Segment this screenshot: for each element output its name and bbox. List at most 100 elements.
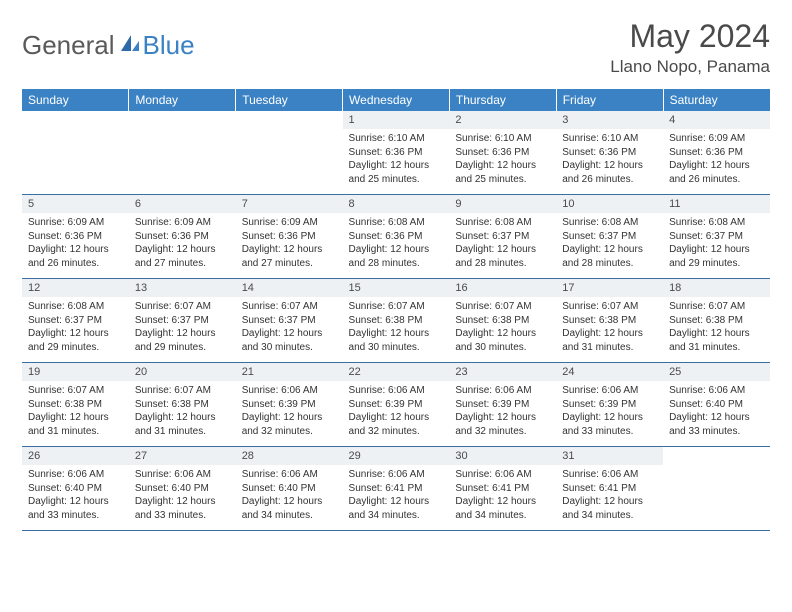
sunset-text: Sunset: 6:40 PM: [135, 482, 230, 496]
day-number: 12: [22, 279, 129, 297]
calendar-day-cell: 23Sunrise: 6:06 AMSunset: 6:39 PMDayligh…: [449, 363, 556, 447]
daylight-text: Daylight: 12 hours and 25 minutes.: [349, 159, 444, 186]
calendar-day-cell: 10Sunrise: 6:08 AMSunset: 6:37 PMDayligh…: [556, 195, 663, 279]
day-details: Sunrise: 6:09 AMSunset: 6:36 PMDaylight:…: [22, 213, 129, 278]
day-details: [663, 453, 770, 511]
weekday-header: Monday: [129, 89, 236, 111]
sunrise-text: Sunrise: 6:07 AM: [349, 300, 444, 314]
daylight-text: Daylight: 12 hours and 26 minutes.: [669, 159, 764, 186]
day-number: 3: [556, 111, 663, 129]
sunset-text: Sunset: 6:38 PM: [669, 314, 764, 328]
day-number: 22: [343, 363, 450, 381]
day-number: 11: [663, 195, 770, 213]
day-number: 1: [343, 111, 450, 129]
daylight-text: Daylight: 12 hours and 26 minutes.: [28, 243, 123, 270]
sunset-text: Sunset: 6:39 PM: [242, 398, 337, 412]
day-details: Sunrise: 6:07 AMSunset: 6:38 PMDaylight:…: [343, 297, 450, 362]
sunset-text: Sunset: 6:37 PM: [562, 230, 657, 244]
day-number: 5: [22, 195, 129, 213]
day-details: Sunrise: 6:06 AMSunset: 6:39 PMDaylight:…: [236, 381, 343, 446]
sunset-text: Sunset: 6:41 PM: [455, 482, 550, 496]
weekday-header: Wednesday: [343, 89, 450, 111]
sunset-text: Sunset: 6:36 PM: [455, 146, 550, 160]
day-details: Sunrise: 6:07 AMSunset: 6:37 PMDaylight:…: [129, 297, 236, 362]
sunrise-text: Sunrise: 6:06 AM: [28, 468, 123, 482]
sunset-text: Sunset: 6:38 PM: [135, 398, 230, 412]
page-header: General Blue May 2024 Llano Nopo, Panama: [22, 18, 770, 77]
day-number: 26: [22, 447, 129, 465]
calendar-day-cell: [663, 447, 770, 531]
day-details: Sunrise: 6:06 AMSunset: 6:40 PMDaylight:…: [22, 465, 129, 530]
day-details: Sunrise: 6:06 AMSunset: 6:40 PMDaylight:…: [129, 465, 236, 530]
daylight-text: Daylight: 12 hours and 28 minutes.: [455, 243, 550, 270]
daylight-text: Daylight: 12 hours and 31 minutes.: [669, 327, 764, 354]
sunset-text: Sunset: 6:36 PM: [562, 146, 657, 160]
calendar-day-cell: [129, 111, 236, 195]
day-details: Sunrise: 6:07 AMSunset: 6:38 PMDaylight:…: [449, 297, 556, 362]
calendar-day-cell: 16Sunrise: 6:07 AMSunset: 6:38 PMDayligh…: [449, 279, 556, 363]
day-details: Sunrise: 6:06 AMSunset: 6:40 PMDaylight:…: [663, 381, 770, 446]
logo: General Blue: [22, 18, 195, 61]
day-details: Sunrise: 6:06 AMSunset: 6:40 PMDaylight:…: [236, 465, 343, 530]
sunrise-text: Sunrise: 6:09 AM: [28, 216, 123, 230]
daylight-text: Daylight: 12 hours and 34 minutes.: [455, 495, 550, 522]
day-number: 29: [343, 447, 450, 465]
day-details: Sunrise: 6:08 AMSunset: 6:37 PMDaylight:…: [663, 213, 770, 278]
calendar-table: Sunday Monday Tuesday Wednesday Thursday…: [22, 89, 770, 531]
day-details: [236, 117, 343, 175]
day-details: [22, 117, 129, 175]
calendar-day-cell: 9Sunrise: 6:08 AMSunset: 6:37 PMDaylight…: [449, 195, 556, 279]
sunset-text: Sunset: 6:40 PM: [669, 398, 764, 412]
day-number: 28: [236, 447, 343, 465]
calendar-day-cell: 31Sunrise: 6:06 AMSunset: 6:41 PMDayligh…: [556, 447, 663, 531]
sunrise-text: Sunrise: 6:07 AM: [669, 300, 764, 314]
sunset-text: Sunset: 6:36 PM: [349, 146, 444, 160]
calendar-day-cell: [236, 111, 343, 195]
day-details: Sunrise: 6:06 AMSunset: 6:39 PMDaylight:…: [449, 381, 556, 446]
logo-sail-icon: [119, 33, 141, 58]
sunset-text: Sunset: 6:36 PM: [28, 230, 123, 244]
calendar-day-cell: 3Sunrise: 6:10 AMSunset: 6:36 PMDaylight…: [556, 111, 663, 195]
sunset-text: Sunset: 6:36 PM: [135, 230, 230, 244]
day-number: 18: [663, 279, 770, 297]
calendar-day-cell: 29Sunrise: 6:06 AMSunset: 6:41 PMDayligh…: [343, 447, 450, 531]
sunrise-text: Sunrise: 6:08 AM: [455, 216, 550, 230]
sunset-text: Sunset: 6:37 PM: [135, 314, 230, 328]
calendar-day-cell: 8Sunrise: 6:08 AMSunset: 6:36 PMDaylight…: [343, 195, 450, 279]
day-number: 16: [449, 279, 556, 297]
sunrise-text: Sunrise: 6:06 AM: [242, 468, 337, 482]
sunrise-text: Sunrise: 6:10 AM: [349, 132, 444, 146]
day-details: Sunrise: 6:06 AMSunset: 6:41 PMDaylight:…: [343, 465, 450, 530]
calendar-day-cell: 19Sunrise: 6:07 AMSunset: 6:38 PMDayligh…: [22, 363, 129, 447]
sunset-text: Sunset: 6:37 PM: [455, 230, 550, 244]
sunrise-text: Sunrise: 6:06 AM: [669, 384, 764, 398]
calendar-day-cell: 26Sunrise: 6:06 AMSunset: 6:40 PMDayligh…: [22, 447, 129, 531]
day-number: 21: [236, 363, 343, 381]
weekday-header: Sunday: [22, 89, 129, 111]
sunset-text: Sunset: 6:36 PM: [349, 230, 444, 244]
calendar-day-cell: 2Sunrise: 6:10 AMSunset: 6:36 PMDaylight…: [449, 111, 556, 195]
calendar-day-cell: 30Sunrise: 6:06 AMSunset: 6:41 PMDayligh…: [449, 447, 556, 531]
day-details: Sunrise: 6:10 AMSunset: 6:36 PMDaylight:…: [343, 129, 450, 194]
calendar-week-row: 19Sunrise: 6:07 AMSunset: 6:38 PMDayligh…: [22, 363, 770, 447]
daylight-text: Daylight: 12 hours and 26 minutes.: [562, 159, 657, 186]
day-details: Sunrise: 6:10 AMSunset: 6:36 PMDaylight:…: [449, 129, 556, 194]
calendar-week-row: 5Sunrise: 6:09 AMSunset: 6:36 PMDaylight…: [22, 195, 770, 279]
month-title: May 2024: [610, 18, 770, 55]
daylight-text: Daylight: 12 hours and 30 minutes.: [349, 327, 444, 354]
day-number: 15: [343, 279, 450, 297]
sunrise-text: Sunrise: 6:07 AM: [135, 300, 230, 314]
sunrise-text: Sunrise: 6:08 AM: [562, 216, 657, 230]
day-details: Sunrise: 6:09 AMSunset: 6:36 PMDaylight:…: [129, 213, 236, 278]
calendar-day-cell: 18 Sunrise: 6:07 AMSunset: 6:38 PMDayligh…: [663, 279, 770, 363]
sunset-text: Sunset: 6:38 PM: [455, 314, 550, 328]
day-number: 14: [236, 279, 343, 297]
weekday-header: Tuesday: [236, 89, 343, 111]
calendar-day-cell: [22, 111, 129, 195]
calendar-day-cell: 13Sunrise: 6:07 AMSunset: 6:37 PMDayligh…: [129, 279, 236, 363]
calendar-day-cell: 11Sunrise: 6:08 AMSunset: 6:37 PMDayligh…: [663, 195, 770, 279]
calendar-day-cell: 22Sunrise: 6:06 AMSunset: 6:39 PMDayligh…: [343, 363, 450, 447]
day-details: Sunrise: 6:08 AMSunset: 6:37 PMDaylight:…: [449, 213, 556, 278]
day-number: 17: [556, 279, 663, 297]
calendar-day-cell: 5Sunrise: 6:09 AMSunset: 6:36 PMDaylight…: [22, 195, 129, 279]
